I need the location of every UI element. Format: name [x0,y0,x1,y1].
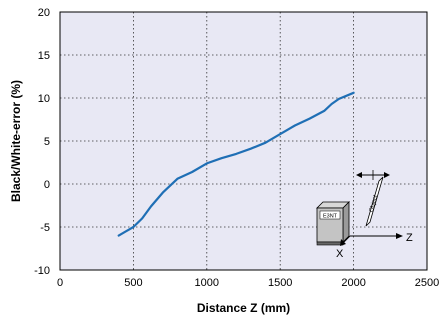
y-tick-label: 0 [44,179,50,191]
x-axis-line [342,235,351,244]
z-axis-label: Z [406,232,413,244]
object-plate [365,176,384,227]
x-axis-arrowhead [340,239,346,246]
x-axis-title: Distance Z (mm) [197,301,290,315]
sensor-illustration: E3NT [316,201,350,246]
series-group [117,91,355,237]
x-tick-label: 0 [57,277,63,289]
y-axis-title: Black/White-error (%) [9,80,23,202]
x-tick-label: 2500 [415,277,439,289]
z-axis-arrowhead [396,233,403,239]
x-tick-label: 500 [124,277,142,289]
plot-frame [59,11,428,271]
y-tick-label: -10 [34,265,50,277]
y-tick-label: 10 [38,93,50,105]
sensor-label: E3NT [323,214,338,220]
y-tick-label: -5 [40,222,50,234]
sensor-base [316,241,344,246]
movement-arrow-left-head [356,172,362,178]
coordinate-axes-illustration: Z X [336,170,413,260]
x-axis-label: X [336,248,344,260]
movement-arrow-right-head [384,172,390,178]
x-tick-label: 1000 [195,277,219,289]
plot-area [60,12,427,270]
series-line-0 [117,91,355,237]
y-tick-labels: -10 -5 0 5 10 15 20 [34,7,50,277]
y-tick-label: 15 [38,50,50,62]
x-tick-labels: 0 500 1000 1500 2000 2500 [57,277,439,289]
x-tick-label: 1500 [268,277,292,289]
x-tick-label: 2000 [341,277,365,289]
object-label: Object [369,194,379,213]
grid [60,12,427,270]
sensor-label-plate [319,210,341,220]
sensor-side-face [342,201,350,243]
y-tick-label: 5 [44,136,50,148]
object-illustration: Object [365,176,384,227]
y-tick-label: 20 [38,7,50,19]
